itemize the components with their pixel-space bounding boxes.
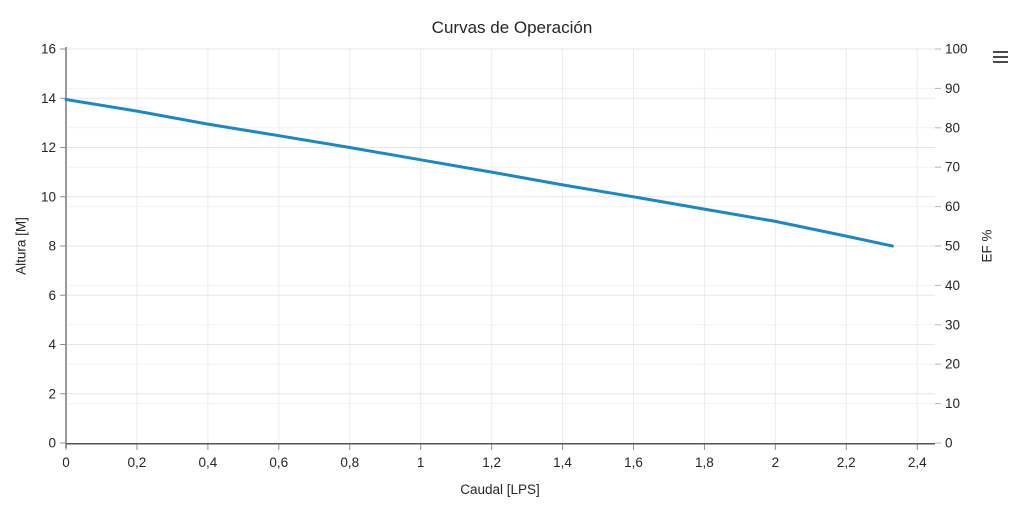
left-y-axis-title: Altura [M] bbox=[13, 217, 29, 275]
right-y-axis-tick-labels: 0 10 20 30 40 50 60 70 80 90 100 bbox=[945, 42, 968, 451]
svg-text:1: 1 bbox=[417, 455, 425, 470]
svg-text:2: 2 bbox=[48, 386, 56, 401]
svg-text:0,8: 0,8 bbox=[340, 455, 359, 470]
svg-text:50: 50 bbox=[945, 239, 960, 254]
left-y-axis-tick-labels: 0 2 4 6 8 10 12 14 16 bbox=[41, 42, 57, 451]
menu-bar bbox=[993, 50, 1008, 54]
svg-text:1,2: 1,2 bbox=[482, 455, 501, 470]
series-line-altura bbox=[64, 98, 894, 248]
svg-text:1,4: 1,4 bbox=[553, 455, 572, 470]
svg-text:0: 0 bbox=[62, 455, 70, 470]
svg-text:6: 6 bbox=[48, 288, 56, 303]
chart-title: Curvas de Operación bbox=[431, 18, 593, 37]
menu-bar bbox=[993, 55, 1008, 59]
gridlines-left-axis bbox=[66, 48, 935, 395]
svg-text:0: 0 bbox=[945, 436, 953, 451]
svg-text:16: 16 bbox=[41, 42, 56, 57]
svg-text:0,6: 0,6 bbox=[269, 455, 288, 470]
axis-ticks bbox=[60, 48, 941, 450]
svg-text:90: 90 bbox=[945, 81, 960, 96]
svg-text:8: 8 bbox=[48, 239, 56, 254]
svg-text:70: 70 bbox=[945, 160, 960, 175]
svg-text:1,6: 1,6 bbox=[624, 455, 643, 470]
svg-text:10: 10 bbox=[41, 189, 56, 204]
svg-text:10: 10 bbox=[945, 396, 960, 411]
svg-text:2,2: 2,2 bbox=[837, 455, 856, 470]
svg-text:40: 40 bbox=[945, 278, 960, 293]
svg-text:60: 60 bbox=[945, 199, 960, 214]
svg-text:4: 4 bbox=[48, 337, 56, 352]
x-axis-tick-labels: 0 0,2 0,4 0,6 0,8 1 1,2 1,4 1,6 1,8 2 2,2 2,4 bbox=[62, 455, 927, 470]
svg-text:14: 14 bbox=[41, 91, 57, 106]
hamburger-menu-icon[interactable] bbox=[991, 48, 1011, 66]
svg-text:0,4: 0,4 bbox=[198, 455, 217, 470]
right-y-axis-title: EF % bbox=[979, 229, 995, 263]
svg-text:0,2: 0,2 bbox=[128, 455, 147, 470]
x-axis-title: Caudal [LPS] bbox=[460, 482, 540, 497]
svg-text:1,8: 1,8 bbox=[695, 455, 714, 470]
svg-text:2,4: 2,4 bbox=[908, 455, 927, 470]
axis-lines bbox=[65, 47, 935, 448]
svg-text:80: 80 bbox=[945, 120, 960, 135]
svg-text:2: 2 bbox=[772, 455, 780, 470]
svg-text:0: 0 bbox=[48, 436, 56, 451]
menu-bar bbox=[993, 60, 1008, 64]
svg-text:30: 30 bbox=[945, 317, 960, 332]
svg-text:20: 20 bbox=[945, 357, 960, 372]
svg-text:12: 12 bbox=[41, 140, 56, 155]
svg-text:100: 100 bbox=[945, 42, 968, 57]
